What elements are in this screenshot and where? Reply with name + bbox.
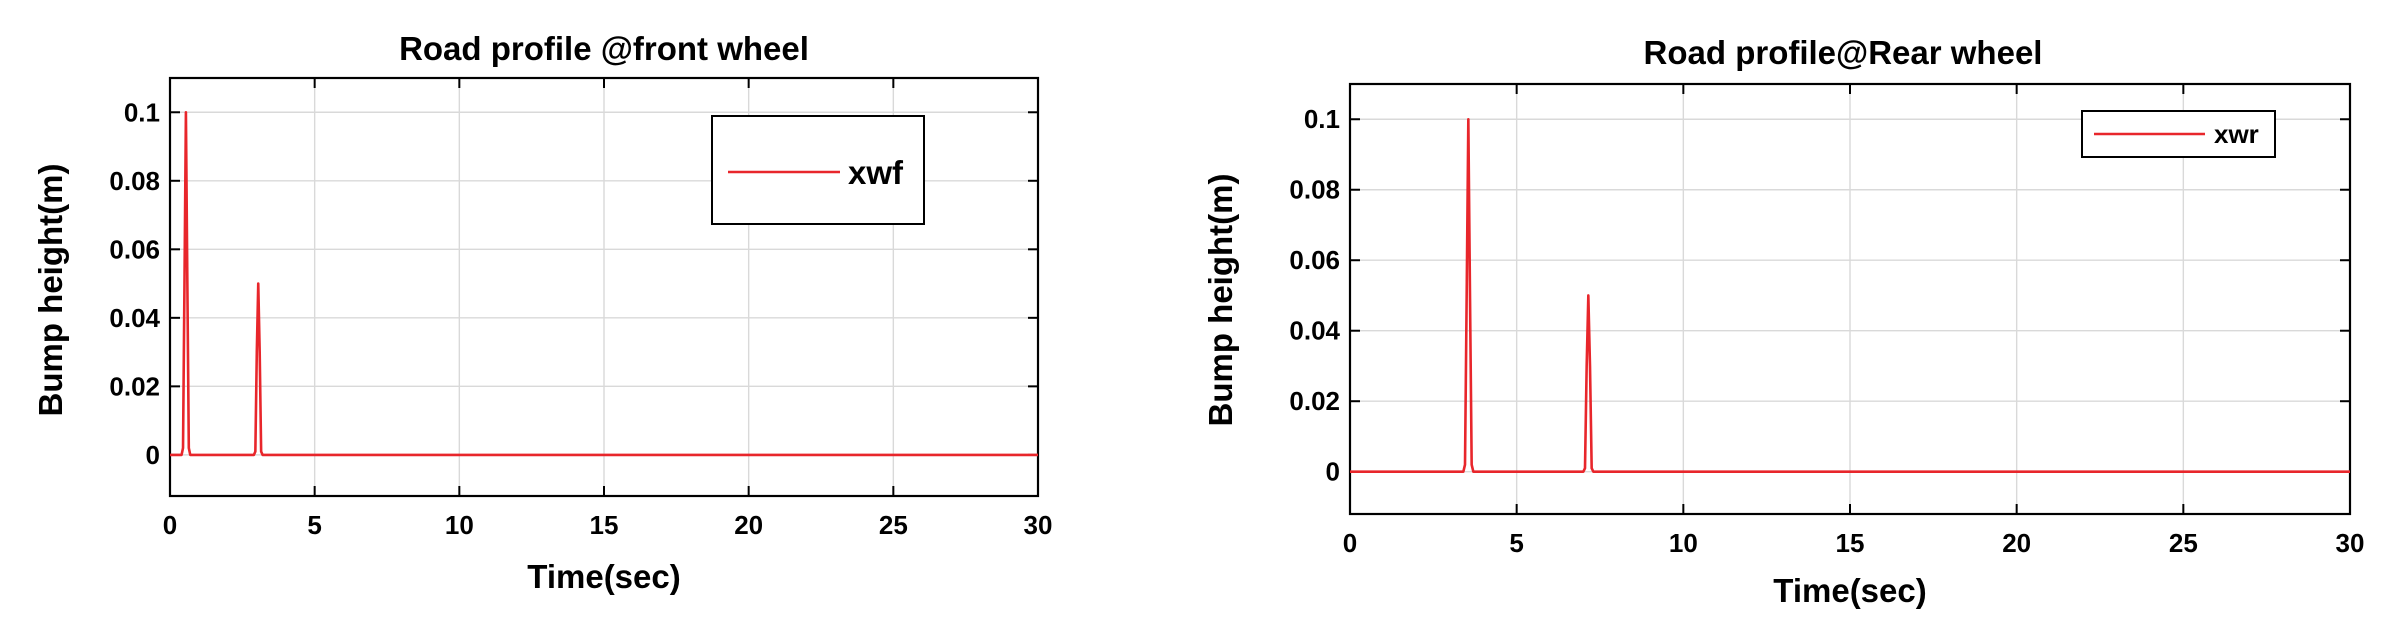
y-tick-label: 0.08 [1289,175,1340,205]
chart-title: Road profile @front wheel [399,30,809,67]
y-tick-label: 0.1 [124,97,160,127]
y-axis-label: Bump height(m) [1202,174,1239,427]
x-axis-label: Time(sec) [527,558,680,595]
x-tick-label: 10 [445,510,474,540]
x-tick-labels: 0 5 10 15 20 25 30 [1343,528,2365,558]
chart-front-wheel: Road profile @front wheel 0 5 10 15 20 25 30 0… [32,30,1052,595]
y-axis-label: Bump height(m) [32,164,69,417]
x-tick-label: 0 [163,510,177,540]
y-tick-labels: 0 0.02 0.04 0.06 0.08 0.1 [109,97,160,470]
y-tick-label: 0.02 [1289,386,1340,416]
y-tick-labels: 0 0.02 0.04 0.06 0.08 0.1 [1289,104,1340,486]
x-tick-label: 15 [1836,528,1865,558]
series-line-xwf [170,110,1038,457]
x-tick-label: 20 [734,510,763,540]
axis-ticks [169,78,1039,496]
y-tick-label: 0.1 [1304,104,1340,134]
y-tick-label: 0.08 [109,166,160,196]
x-tick-label: 5 [307,510,321,540]
y-tick-label: 0.06 [1289,245,1340,275]
y-tick-label: 0 [146,440,160,470]
x-tick-label: 0 [1343,528,1357,558]
legend-label: xwf [848,154,904,191]
x-tick-label: 30 [1024,510,1053,540]
legend: xwr [2081,110,2276,158]
x-tick-label: 5 [1509,528,1523,558]
legend-label: xwr [2214,119,2259,149]
y-tick-label: 0.04 [1289,316,1340,346]
legend: xwf [711,115,925,225]
x-tick-label: 25 [879,510,908,540]
x-tick-label: 25 [2169,528,2198,558]
y-tick-label: 0.04 [109,303,160,333]
x-tick-label: 20 [2002,528,2031,558]
legend-box [711,115,925,225]
x-tick-label: 15 [590,510,619,540]
series-layer [170,110,1038,457]
x-tick-labels: 0 5 10 15 20 25 30 [163,510,1053,540]
y-tick-label: 0 [1326,457,1340,487]
y-tick-label: 0.02 [109,371,160,401]
x-tick-label: 10 [1669,528,1698,558]
series-line-xwr [1350,117,2350,474]
x-axis-label: Time(sec) [1773,572,1926,609]
chart-title: Road profile@Rear wheel [1644,34,2043,71]
x-tick-label: 30 [2336,528,2365,558]
y-tick-label: 0.06 [109,234,160,264]
series-layer [1350,117,2350,474]
chart-rear-wheel: Road profile@Rear wheel 0 5 10 15 20 25 30 0 0.… [1202,34,2364,609]
